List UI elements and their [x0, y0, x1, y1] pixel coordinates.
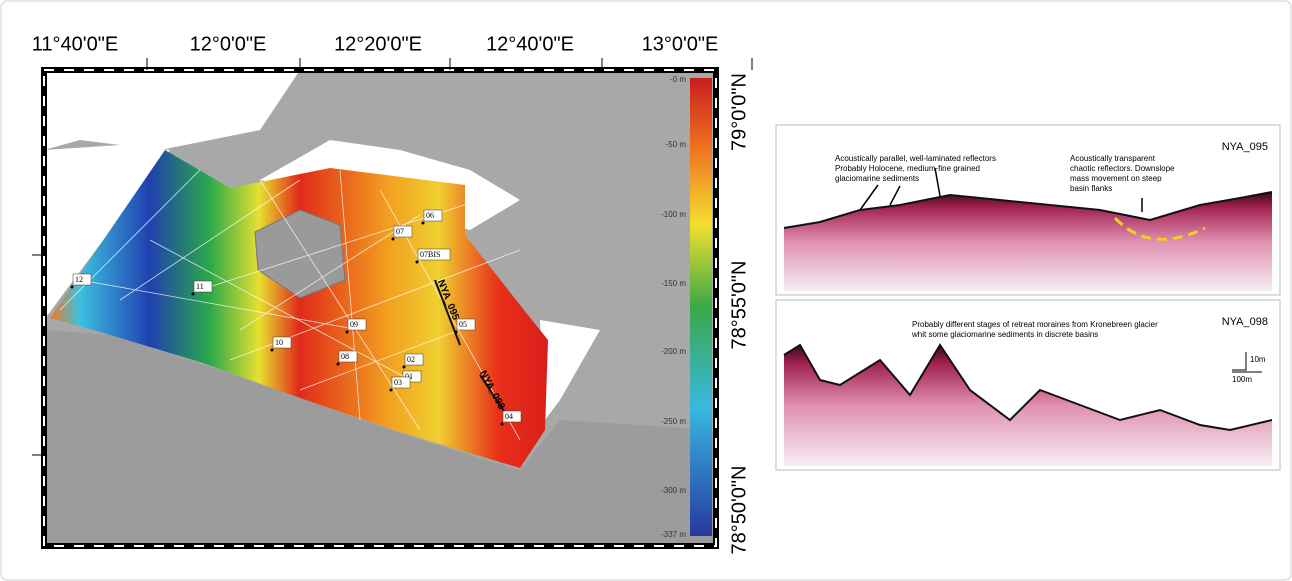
colorbar-label: -337 m — [661, 530, 686, 539]
island — [254, 209, 346, 299]
lon-label: 12°0'0"E — [190, 33, 267, 55]
station-box — [193, 280, 213, 293]
colorbar-label: -50 m — [666, 140, 687, 149]
annotation: mass movement on steep — [1070, 174, 1162, 183]
station-box — [417, 248, 451, 261]
station-box — [338, 350, 358, 363]
scale-label: 100m — [1232, 375, 1252, 384]
station-point — [270, 348, 274, 352]
lon-label: 11°40'0"E — [32, 33, 118, 55]
scale-label: 10m — [1250, 355, 1266, 364]
lon-label: 13°0'0"E — [642, 33, 719, 55]
station-point — [402, 365, 406, 369]
colorbar-label: -100 m — [661, 210, 686, 219]
station-label: 02 — [407, 355, 415, 364]
station-label: 11 — [196, 282, 204, 291]
colorbar-label: -250 m — [661, 417, 686, 426]
profiles: NYA_095 Acoustically parallel, well-lamin… — [775, 124, 1281, 471]
station-box — [347, 318, 367, 331]
station-box — [456, 318, 476, 331]
map: 11°40'0"E 12°0'0"E 12°20'0"E 12°40'0"E 13°0'… — [32, 33, 753, 555]
seismic-section — [784, 192, 1272, 291]
seabed-reflector — [783, 343, 1273, 432]
station-label: 01 — [405, 372, 413, 381]
station-point — [421, 221, 425, 225]
annotation: Acoustically transparent — [1070, 154, 1156, 163]
station-box — [423, 209, 443, 222]
scale-bar — [1232, 352, 1262, 373]
lon-label: 12°40'0"E — [486, 33, 574, 55]
colorbar-label: -200 m — [661, 347, 686, 356]
annotation: whit some glaciomarine sediments in disc… — [911, 330, 1098, 339]
annotation: basin flanks — [1070, 184, 1112, 193]
station-point — [70, 285, 74, 289]
lat-label: 78°50'0"N — [728, 466, 750, 555]
profile-id: NYA_098 — [1222, 316, 1268, 328]
station-label: 04 — [505, 412, 513, 421]
open-water — [540, 320, 600, 420]
station-label: 08 — [341, 352, 349, 361]
map-frame-dash — [43, 69, 717, 547]
station-label: 10 — [275, 338, 283, 347]
colorbar-label: -150 m — [661, 279, 686, 288]
lat-label: 79°0'0"N — [728, 73, 750, 151]
colorbar — [690, 78, 712, 536]
profile-id: NYA_095 — [1222, 141, 1268, 153]
colorbar-label: -300 m — [661, 486, 686, 495]
annotation: Probably different stages of retreat mor… — [912, 320, 1158, 329]
lat-label: 78°55'0"N — [728, 261, 750, 350]
bathymetry — [50, 150, 548, 468]
arrow — [934, 167, 941, 197]
arrow — [889, 185, 901, 206]
seismic-section — [784, 345, 1272, 466]
station-point — [345, 330, 349, 334]
annotation: chaotic reflectors. Downslope — [1070, 164, 1175, 173]
station-box — [402, 370, 422, 383]
station-label: 07BIS — [420, 250, 440, 259]
station-box — [393, 225, 413, 238]
station-point — [336, 362, 340, 366]
annotation: Probably Holocene, medium-fine grained — [835, 164, 980, 173]
annotation: glaciomarine sediments — [835, 174, 919, 183]
station-point — [415, 260, 419, 264]
station-box — [502, 410, 522, 423]
annotation: Acoustically parallel, well-laminated re… — [835, 154, 996, 163]
track-lines — [59, 169, 521, 441]
colorbar-label: -0 m — [670, 75, 686, 84]
station-label: 05 — [459, 320, 467, 329]
station-box — [72, 273, 92, 286]
station-label: 03 — [394, 378, 402, 387]
open-water — [44, 70, 300, 150]
station-point — [191, 292, 195, 296]
station-label: 06 — [426, 211, 434, 220]
station-point — [389, 388, 393, 392]
station-label: 09 — [350, 320, 358, 329]
terrain-south — [44, 330, 716, 546]
station-label: 07 — [396, 227, 404, 236]
station-box — [391, 376, 411, 389]
station-point — [454, 330, 458, 334]
station-point — [391, 237, 395, 241]
arrow — [859, 184, 879, 211]
station-box — [404, 353, 424, 366]
station-point — [500, 422, 504, 426]
lon-label: 12°20'0"E — [334, 33, 422, 55]
seabed-reflector — [783, 191, 1273, 229]
station-box — [272, 336, 292, 349]
station-label: 12 — [75, 275, 83, 284]
slide-outline — [1113, 216, 1206, 241]
